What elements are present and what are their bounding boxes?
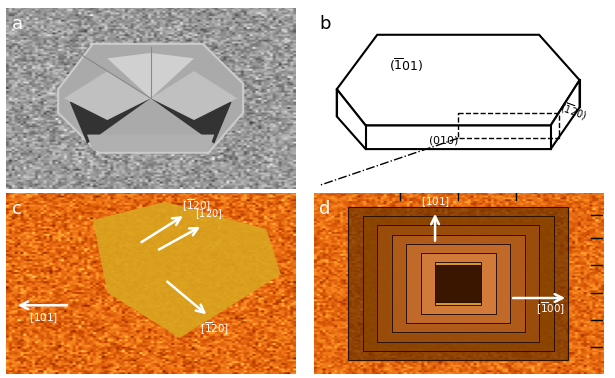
Text: $[\overline{1}00]$: $[\overline{1}00]$: [536, 301, 565, 317]
Text: $[101]$: $[101]$: [29, 311, 58, 325]
Polygon shape: [87, 135, 214, 151]
Polygon shape: [435, 262, 482, 305]
Polygon shape: [151, 98, 232, 144]
Text: $(\overline{1}01)$: $(\overline{1}01)$: [389, 57, 423, 74]
Text: a: a: [12, 15, 23, 33]
Bar: [435, 265, 482, 302]
Text: $[\overline{1}20]$: $[\overline{1}20]$: [183, 197, 212, 214]
Polygon shape: [151, 71, 237, 120]
Text: $(010)$: $(010)$: [428, 133, 459, 147]
Polygon shape: [108, 53, 194, 98]
Text: $(\overline{1}20)$: $(\overline{1}20)$: [558, 99, 589, 123]
Polygon shape: [421, 253, 496, 314]
Polygon shape: [58, 44, 243, 153]
Text: $[101]$: $[101]$: [421, 195, 450, 209]
Text: c: c: [12, 200, 22, 218]
Text: $[\overline{1}20]$: $[\overline{1}20]$: [200, 321, 229, 337]
Polygon shape: [64, 71, 151, 120]
Text: $[120]$: $[120]$: [195, 208, 222, 222]
Polygon shape: [392, 234, 525, 333]
Polygon shape: [348, 207, 568, 360]
Text: d: d: [319, 200, 331, 218]
Polygon shape: [377, 225, 539, 342]
Polygon shape: [406, 243, 510, 324]
Polygon shape: [69, 98, 151, 144]
Polygon shape: [93, 202, 280, 338]
Text: b: b: [319, 15, 331, 33]
Polygon shape: [337, 35, 579, 125]
Polygon shape: [363, 216, 554, 351]
Polygon shape: [337, 80, 579, 149]
Polygon shape: [444, 269, 473, 298]
